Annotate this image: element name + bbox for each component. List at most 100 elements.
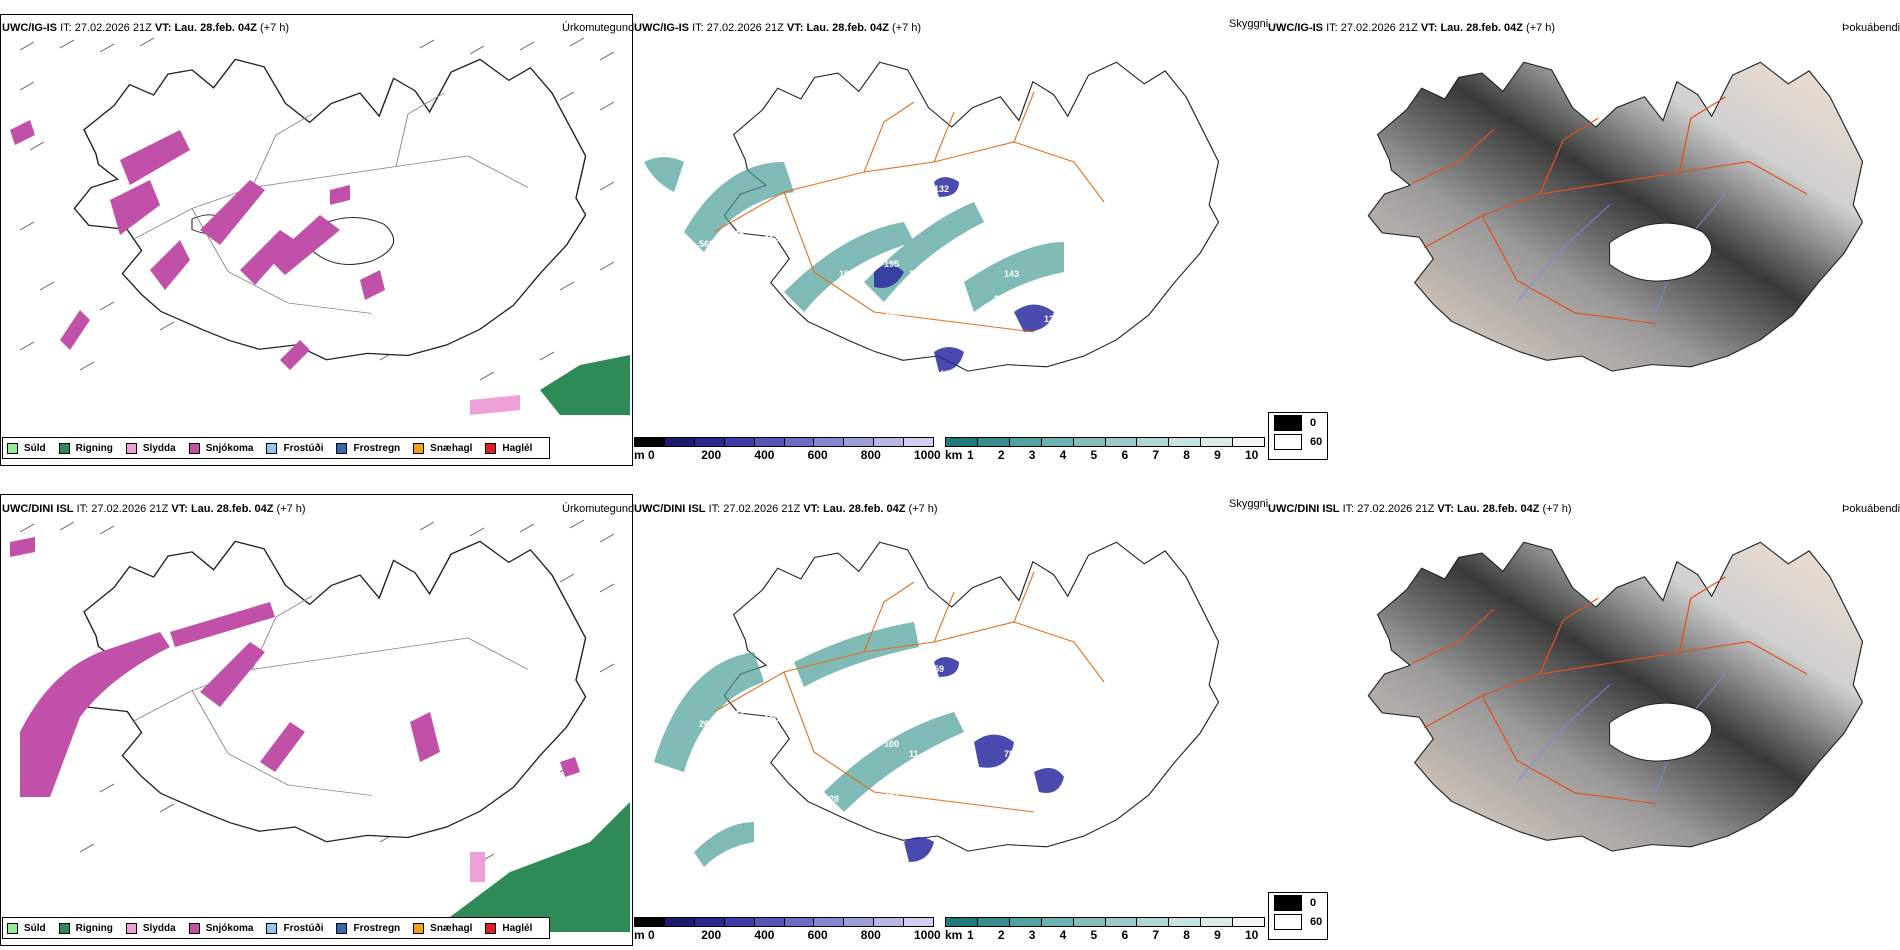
precip-type-legend: Súld Rigning Slydda Snjókoma Frostúði Fr…: [2, 917, 551, 939]
panel-title-precip-type: Úrkomutegund: [562, 22, 635, 34]
init-time: 27.02.2026 21Z: [1357, 503, 1435, 515]
colorbar-swatch: [977, 438, 1010, 446]
visibility-unit: km: [945, 448, 963, 462]
visibility-value-label: 123: [914, 359, 929, 369]
visibility-value-label: 15: [839, 269, 849, 279]
roads: [713, 571, 1105, 813]
colorbar-tick-label: 5: [1090, 928, 1098, 942]
visibility-unit: km: [945, 928, 963, 942]
visibility-value-label: 787: [1004, 749, 1019, 759]
snow-areas: [10, 120, 385, 370]
visibility-value-label: 242: [729, 709, 744, 719]
model-name: UWC/IG-IS: [634, 22, 689, 34]
legend-item-freezing-drizzle: Frostúði: [266, 442, 323, 454]
colorbar-tick-label: 10: [1245, 928, 1259, 942]
model-name: UWC/DINI ISL: [634, 503, 706, 515]
sleet-areas: [470, 395, 520, 415]
visibility-value-label: 100: [939, 629, 954, 639]
visibility-value-label: 75: [994, 799, 1004, 809]
lead-time: (+7 h): [892, 22, 922, 34]
legend-item-freezing-drizzle: Frostúði: [266, 922, 323, 934]
colorbar-swatch: [635, 918, 665, 926]
lead-time: (+7 h): [1542, 503, 1572, 515]
colorbar-tick-label: 0: [648, 448, 655, 462]
colorbar-tick-label: 800: [860, 928, 881, 942]
precip-type-map: [10, 519, 630, 932]
sleet-areas: [470, 852, 485, 882]
visibility-value-label: 645: [729, 229, 744, 239]
visibility-value-label: 94: [964, 714, 974, 724]
colorbar-swatch: [1201, 438, 1234, 446]
init-time: 27.02.2026 21Z: [723, 503, 801, 515]
model-name: UWC/IG-IS: [1268, 22, 1323, 34]
legend-item-hail: Haglél: [485, 442, 532, 454]
valid-time: Lau. 28.feb. 04Z: [190, 503, 274, 515]
visibility-value-label: 131: [939, 149, 954, 159]
colorbar-tick-label: 600: [807, 448, 828, 462]
colorbar-swatch: [1169, 918, 1202, 926]
visibility-value-label: 211: [954, 324, 969, 334]
panel-header: UWC/IG-IS IT: 27.02.2026 21Z VT: Lau. 28…: [634, 22, 921, 34]
snow-areas: [10, 537, 580, 797]
init-label: IT:: [1342, 503, 1355, 515]
colorbar-swatch: [814, 438, 845, 446]
visibility-value-label: 74: [829, 314, 839, 324]
panel-header: UWC/DINI ISL IT: 27.02.2026 21Z VT: Lau.…: [1268, 503, 1572, 515]
legend-item-hail: Haglél: [485, 922, 532, 934]
legend-item-sleet: Slydda: [125, 922, 176, 934]
colorbar-tick-label: 1: [967, 448, 974, 462]
colorbar-swatch: [844, 918, 875, 926]
roads: [131, 92, 529, 314]
colorbar-swatch: [694, 918, 725, 926]
colorbar-swatch: [844, 438, 875, 446]
colorbar-tick-label: 7: [1152, 928, 1160, 942]
colorbar-tick-label: 6: [1121, 928, 1129, 942]
panel-title-fog: Þokuábendi: [1842, 22, 1900, 34]
colorbar-swatch: [1041, 438, 1074, 446]
colorbar-swatch: [946, 918, 978, 926]
colorbar-tick-label: 200: [701, 448, 722, 462]
valid-time: Lau. 28.feb. 04Z: [806, 22, 889, 34]
visibility-value-label: 120: [1044, 314, 1059, 324]
colorbar-swatch: [1169, 438, 1202, 446]
valid-label: VT:: [803, 503, 820, 515]
visibility-value-label: 62: [779, 274, 789, 284]
visibility-value-label: 265: [699, 719, 714, 729]
fog-colorbar: 0 60: [1268, 412, 1328, 460]
colorbar-tick-label: 4: [1059, 448, 1067, 462]
colorbar-tick-label: 9: [1214, 928, 1221, 942]
panel-title-precip-type: Úrkomutegund: [562, 503, 635, 515]
visibility-value-label: 108: [924, 394, 939, 404]
valid-time: Lau. 28.feb. 04Z: [822, 503, 906, 515]
panel-header: UWC/DINI ISL IT: 27.02.2026 21Z VT: Lau.…: [2, 503, 306, 515]
colorbar-swatch: [1233, 918, 1265, 926]
colorbar-swatch: [1073, 918, 1106, 926]
roads: [1412, 96, 1808, 325]
legend-item-drizzle: Súld: [7, 442, 46, 454]
valid-time: Lau. 28.feb. 04Z: [1456, 503, 1540, 515]
visibility-value-label: 148: [934, 369, 949, 379]
colorbar-tick-label: 400: [754, 928, 775, 942]
lead-time: (+7 h): [276, 503, 306, 515]
legend-item-snow-pellets: Snæhagl: [413, 922, 472, 934]
colorbar-swatch: [1105, 438, 1138, 446]
colorbar-swatch: [1009, 918, 1042, 926]
legend-item-snow: Snjókoma: [188, 922, 253, 934]
visibility-value-label: 180: [994, 774, 1009, 784]
init-time: 27.02.2026 21Z: [91, 503, 169, 515]
panel-header: UWC/DINI ISL IT: 27.02.2026 21Z VT: Lau.…: [634, 503, 938, 515]
lead-time: (+7 h): [908, 503, 938, 515]
colorbar-tick-label: 2: [997, 928, 1005, 942]
cloud-base-colorbar: 0 200 400 600 800 1000 m: [634, 917, 941, 942]
colorbar-tick-label: 4: [1059, 928, 1067, 942]
legend-item-drizzle: Súld: [7, 922, 46, 934]
colorbar-swatch: [874, 918, 905, 926]
cloud-base-unit: m: [634, 448, 645, 462]
cloud-base-unit: m: [634, 928, 645, 942]
init-time: 27.02.2026 21Z: [1340, 22, 1418, 34]
precip-type-legend: Súld Rigning Slydda Snjókoma Frostúði Fr…: [2, 437, 551, 459]
visibility-value-label: 250: [994, 294, 1009, 304]
visibility-value-label: 132: [934, 184, 949, 194]
visibility-value-label: 124: [909, 379, 924, 389]
visibility-value-label: 59: [934, 664, 944, 674]
